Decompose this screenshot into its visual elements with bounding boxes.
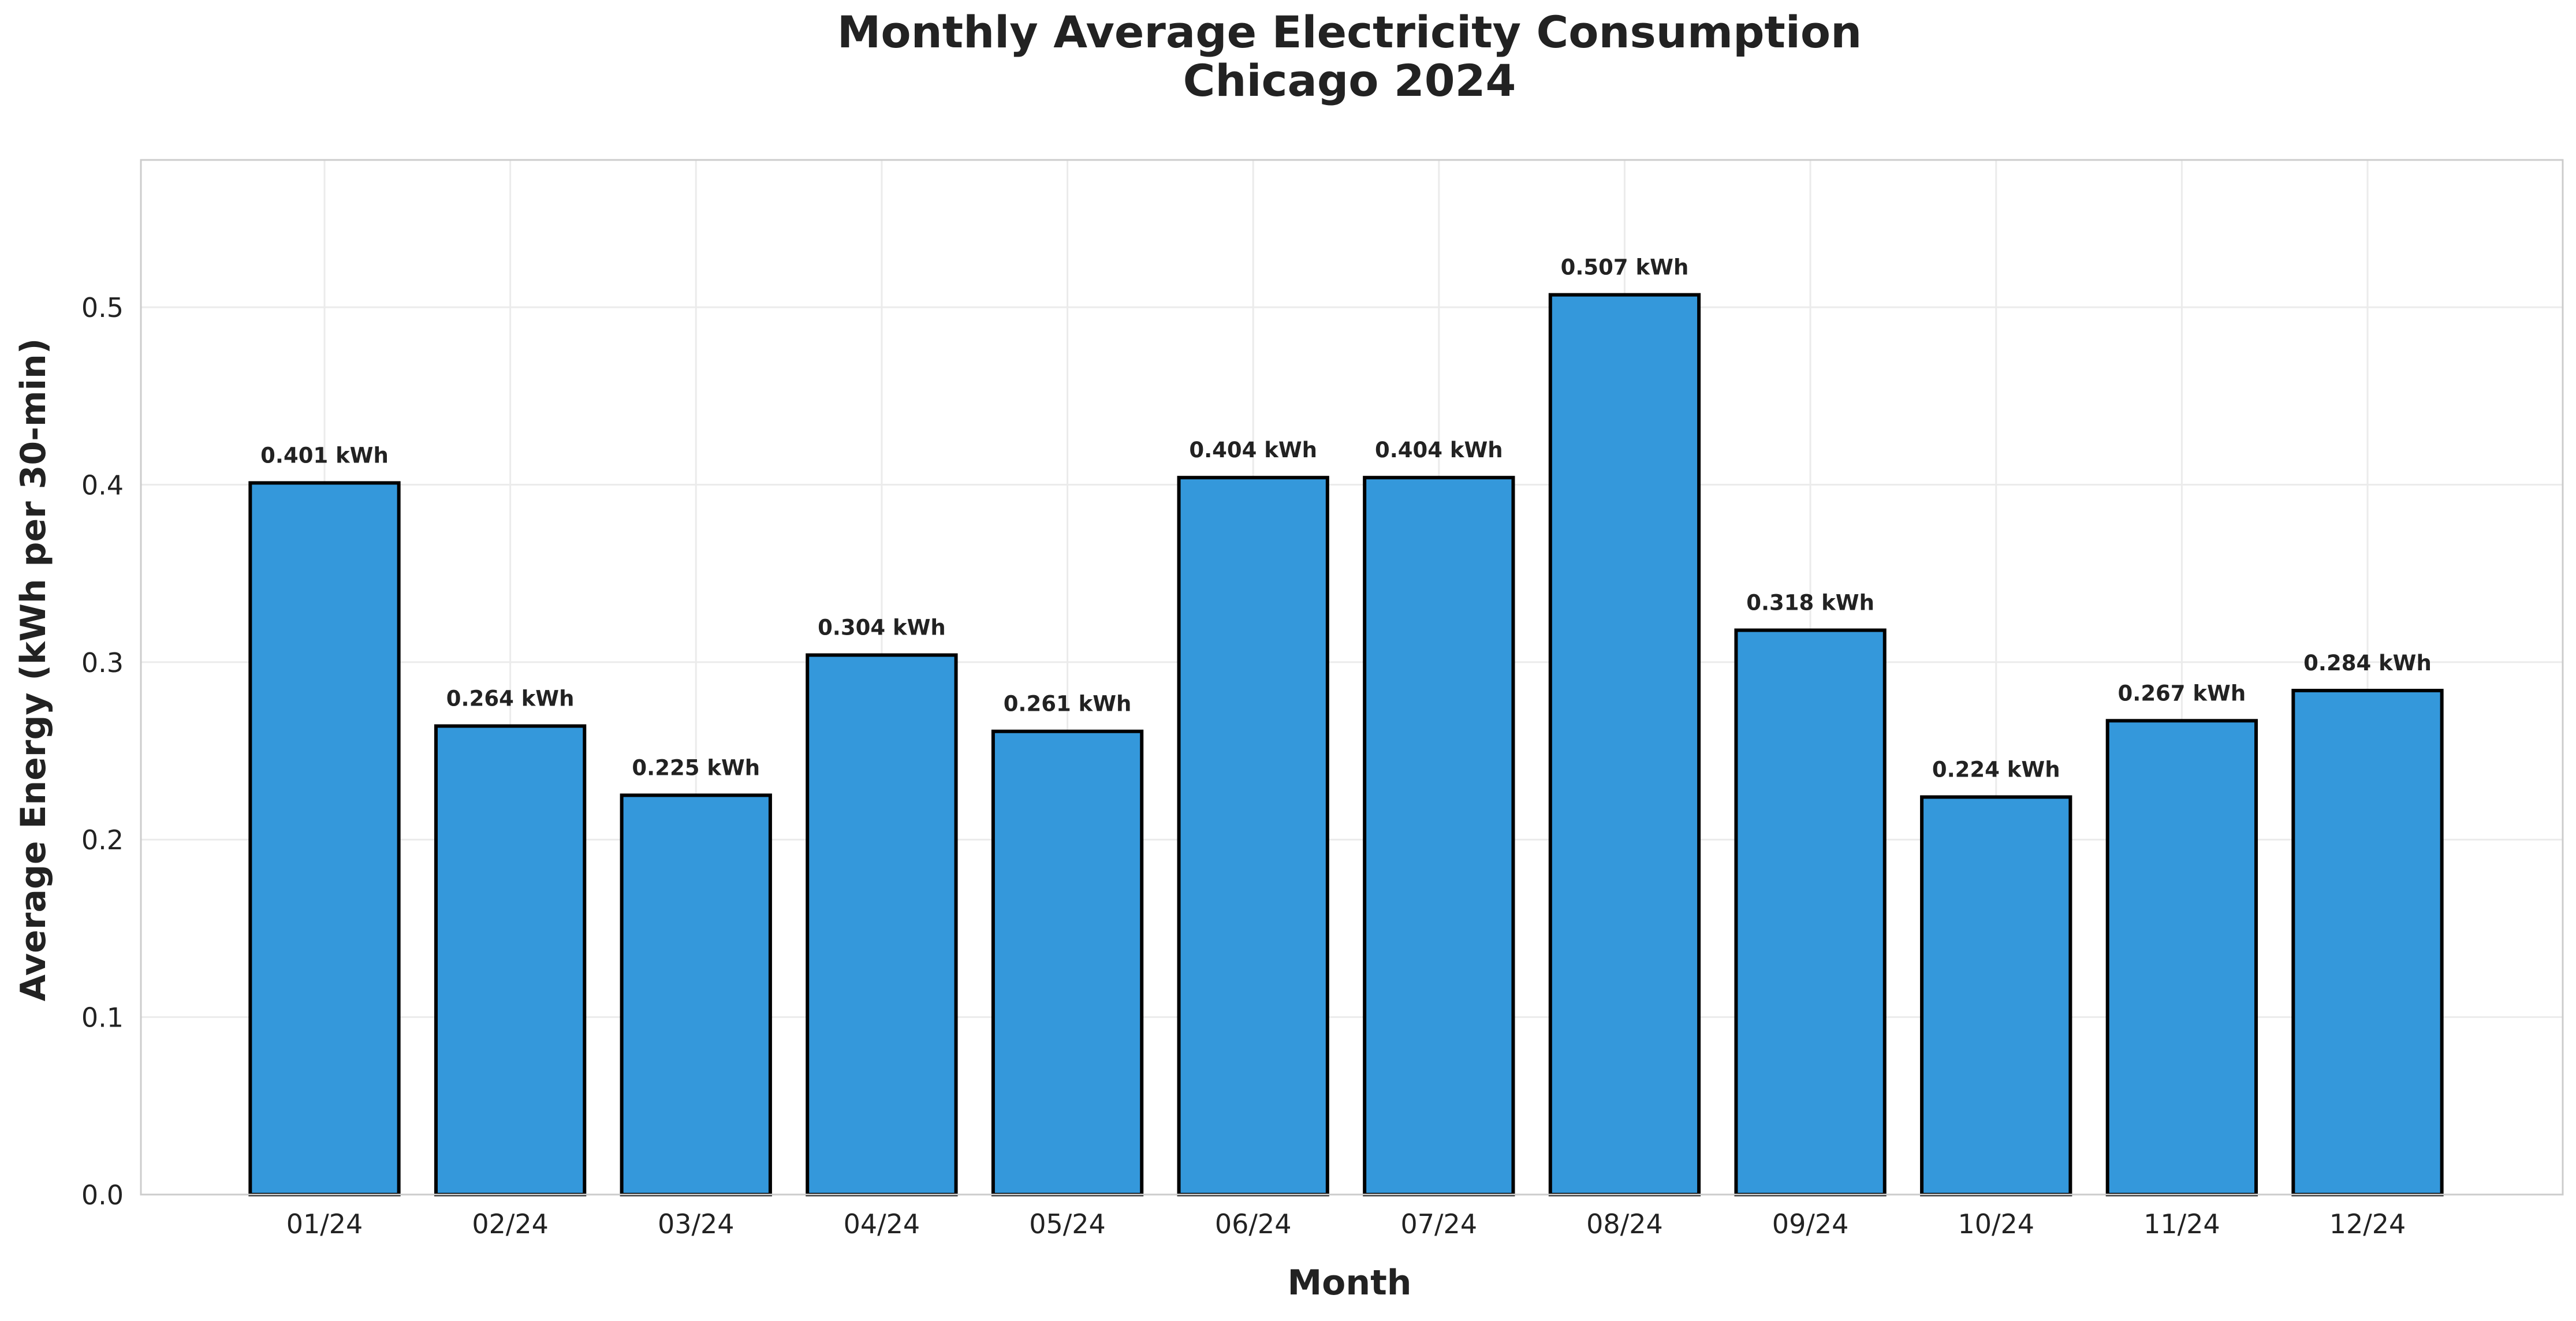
bar xyxy=(1177,476,1329,1196)
plot-frame xyxy=(140,159,2564,1196)
bars-layer xyxy=(248,293,2444,1197)
y-tick-label: 0.0 xyxy=(81,1180,124,1211)
bar-value-label: 0.224 kWh xyxy=(1932,757,2060,782)
bar-value-label: 0.401 kWh xyxy=(260,443,389,468)
bar xyxy=(2291,689,2444,1197)
bar-value-label: 0.267 kWh xyxy=(2118,681,2246,706)
x-tick-label: 06/24 xyxy=(1215,1208,1292,1240)
x-tick-label: 02/24 xyxy=(472,1208,549,1240)
y-tick-label: 0.5 xyxy=(81,292,124,323)
x-tick-label: 09/24 xyxy=(1772,1208,1849,1240)
y-tick-label: 0.1 xyxy=(81,1002,124,1033)
bar-value-label: 0.284 kWh xyxy=(2303,651,2432,676)
bar-value-label: 0.507 kWh xyxy=(1561,255,1689,280)
bar xyxy=(1734,628,1887,1196)
bar xyxy=(991,729,1144,1196)
y-ticks-layer: 0.0 0.1 0.2 0.3 0.4 0.5 xyxy=(81,292,124,1211)
bar-value-label: 0.318 kWh xyxy=(1746,591,1874,615)
bar xyxy=(806,653,958,1196)
x-tick-label: 11/24 xyxy=(2143,1208,2220,1240)
x-tick-label: 10/24 xyxy=(1958,1208,2034,1240)
bar-value-label: 0.225 kWh xyxy=(632,755,760,780)
x-tick-label: 01/24 xyxy=(286,1208,363,1240)
bar xyxy=(2105,719,2258,1196)
value-labels-layer: 0.401 kWh 0.264 kWh 0.225 kWh 0.304 kWh 0.26… xyxy=(260,255,2432,782)
y-tick-label: 0.3 xyxy=(81,647,124,678)
x-tick-label: 05/24 xyxy=(1029,1208,1106,1240)
chart-title-line-1: Monthly Average Electricity Consumption xyxy=(837,6,1862,58)
x-tick-label: 03/24 xyxy=(658,1208,735,1240)
chart-title-line-2: Chicago 2024 xyxy=(1183,55,1516,106)
x-tick-label: 07/24 xyxy=(1401,1208,1478,1240)
bar-value-label: 0.304 kWh xyxy=(818,615,946,640)
x-axis-label: Month xyxy=(1287,1263,1411,1303)
bar-value-label: 0.261 kWh xyxy=(1004,692,1132,717)
x-ticks-layer: 01/24 02/24 03/24 04/24 05/24 06/24 07/24 08/24… xyxy=(286,1208,2406,1240)
bar xyxy=(248,481,401,1196)
x-tick-label: 08/24 xyxy=(1586,1208,1663,1240)
bar xyxy=(620,793,772,1196)
y-tick-label: 0.4 xyxy=(81,469,124,501)
bar-value-label: 0.404 kWh xyxy=(1375,438,1503,462)
bar xyxy=(1363,476,1515,1196)
y-axis-label: Average Energy (kWh per 30-min) xyxy=(13,338,54,1002)
bar xyxy=(434,724,587,1196)
bar xyxy=(1548,293,1701,1197)
x-tick-label: 04/24 xyxy=(844,1208,920,1240)
y-tick-label: 0.2 xyxy=(81,824,124,856)
bar-value-label: 0.264 kWh xyxy=(446,686,575,711)
x-tick-label: 12/24 xyxy=(2329,1208,2406,1240)
bar-value-label: 0.404 kWh xyxy=(1189,438,1317,462)
bar xyxy=(1920,795,2072,1196)
